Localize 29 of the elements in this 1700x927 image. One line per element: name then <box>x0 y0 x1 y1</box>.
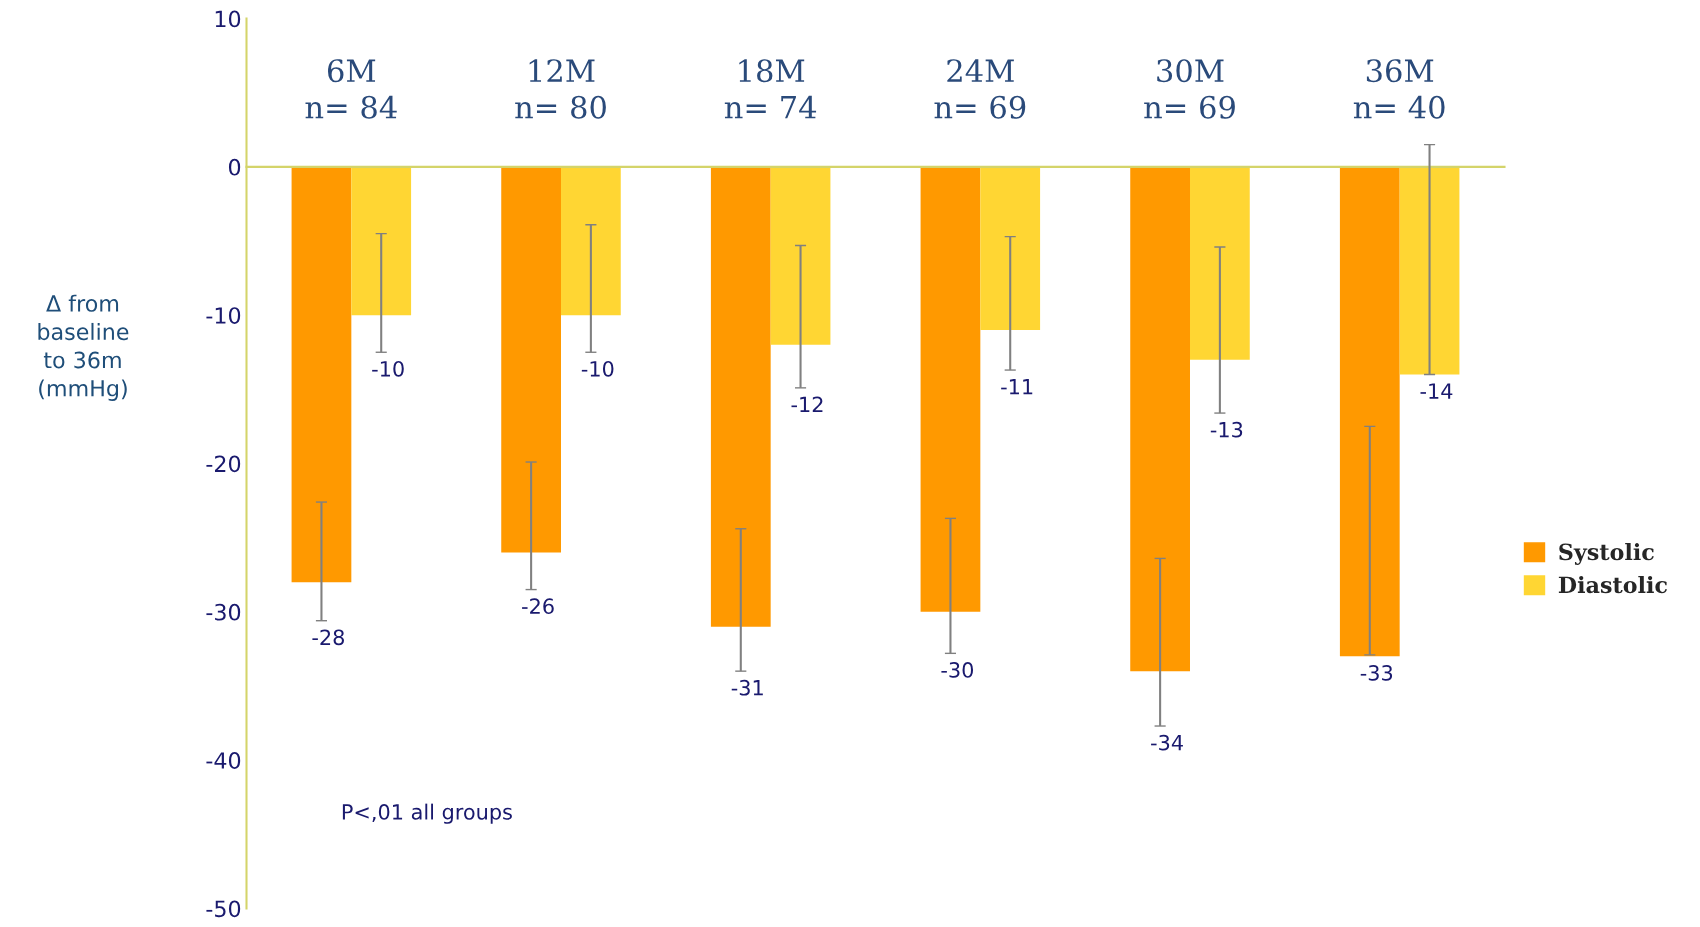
data-label: -10 <box>581 360 614 377</box>
x-tick-label: 30M n= 69 <box>1144 59 1235 119</box>
data-label: -10 <box>372 360 404 377</box>
data-label: -28 <box>312 629 344 646</box>
data-label: -34 <box>1151 734 1183 751</box>
data-label: -31 <box>731 679 763 696</box>
x-tick-label: 12M n= 80 <box>515 59 606 119</box>
x-tick-label: 6M n= 84 <box>305 59 397 119</box>
y-tick-label: -30 <box>206 603 241 621</box>
legend-label: Systolic <box>1559 543 1654 565</box>
data-label: -11 <box>1001 379 1033 395</box>
data-label: -13 <box>1210 421 1243 438</box>
y-tick-label: 10 <box>215 10 241 28</box>
data-label: -12 <box>791 396 823 413</box>
data-label: -14 <box>1420 383 1453 399</box>
annotation: P<,01 all groups <box>342 803 512 824</box>
data-label: -26 <box>522 598 554 615</box>
y-tick-label: 0 <box>228 158 241 176</box>
data-label: -33 <box>1360 665 1393 681</box>
y-tick-label: -10 <box>206 307 241 324</box>
y-tick-label: -20 <box>206 455 241 473</box>
data-label: -30 <box>941 662 974 678</box>
y-axis-title: Δ from baseline to 36m (mmHg) <box>38 294 129 401</box>
x-tick-label: 24M n= 69 <box>934 59 1026 119</box>
x-tick-label: 18M n= 74 <box>724 59 817 119</box>
legend-label: Diastolic <box>1558 576 1667 594</box>
x-tick-label: 36M n= 40 <box>1353 59 1445 119</box>
y-tick-label: -50 <box>206 900 241 918</box>
y-tick-label: -40 <box>206 752 241 769</box>
